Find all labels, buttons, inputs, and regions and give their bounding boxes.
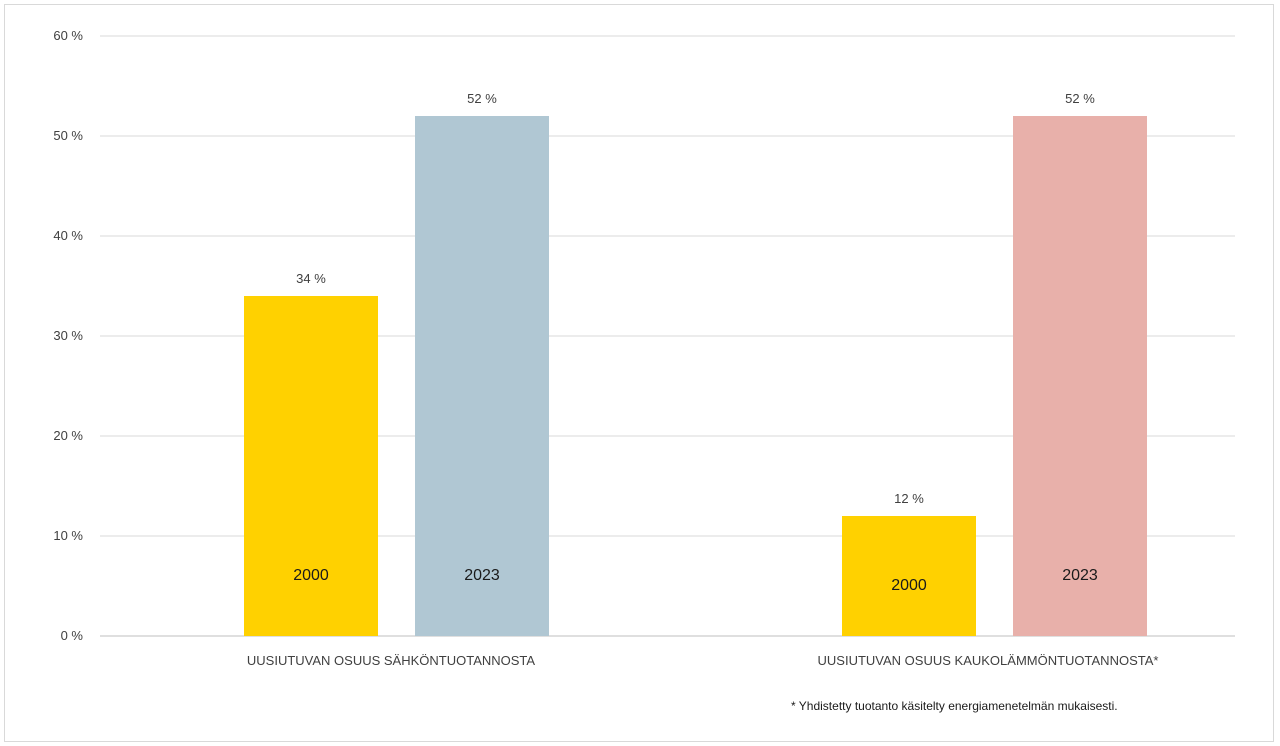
y-tick-label: 40 %	[53, 228, 83, 243]
bar-2023	[1013, 116, 1147, 636]
data-label: 52 %	[467, 91, 497, 106]
category-labels: UUSIUTUVAN OSUUS SÄHKÖNTUOTANNOSTA UUSIUT…	[247, 653, 1159, 668]
bar-2023	[415, 116, 549, 636]
data-label: 34 %	[296, 271, 326, 286]
bar-2000	[244, 296, 378, 636]
y-axis-ticks: 0 % 10 % 20 % 30 % 40 % 50 % 60 %	[53, 28, 83, 643]
y-tick-label: 0 %	[61, 628, 84, 643]
bar-2000	[842, 516, 976, 636]
bar-year-label: 2000	[891, 577, 927, 594]
bars	[244, 116, 1147, 636]
y-tick-label: 10 %	[53, 528, 83, 543]
category-label: UUSIUTUVAN OSUUS SÄHKÖNTUOTANNOSTA	[247, 653, 536, 668]
y-tick-label: 50 %	[53, 128, 83, 143]
data-labels: 34 % 2000 52 % 2023 12 % 2000 52 % 2023	[293, 91, 1098, 594]
bar-year-label: 2023	[464, 567, 500, 584]
bar-chart: 0 % 10 % 20 % 30 % 40 % 50 % 60 % 34 % 2000 52 %…	[53, 28, 1235, 713]
bar-year-label: 2023	[1062, 567, 1098, 584]
y-tick-label: 20 %	[53, 428, 83, 443]
y-tick-label: 60 %	[53, 28, 83, 43]
footnote: * Yhdistetty tuotanto käsitelty energiam…	[791, 699, 1118, 713]
chart-frame: 0 % 10 % 20 % 30 % 40 % 50 % 60 % 34 % 2000 52 %…	[4, 4, 1274, 742]
bar-year-label: 2000	[293, 567, 329, 584]
data-label: 52 %	[1065, 91, 1095, 106]
category-label: UUSIUTUVAN OSUUS KAUKOLÄMMÖNTUOTANNOSTA*	[818, 653, 1159, 668]
y-tick-label: 30 %	[53, 328, 83, 343]
data-label: 12 %	[894, 491, 924, 506]
